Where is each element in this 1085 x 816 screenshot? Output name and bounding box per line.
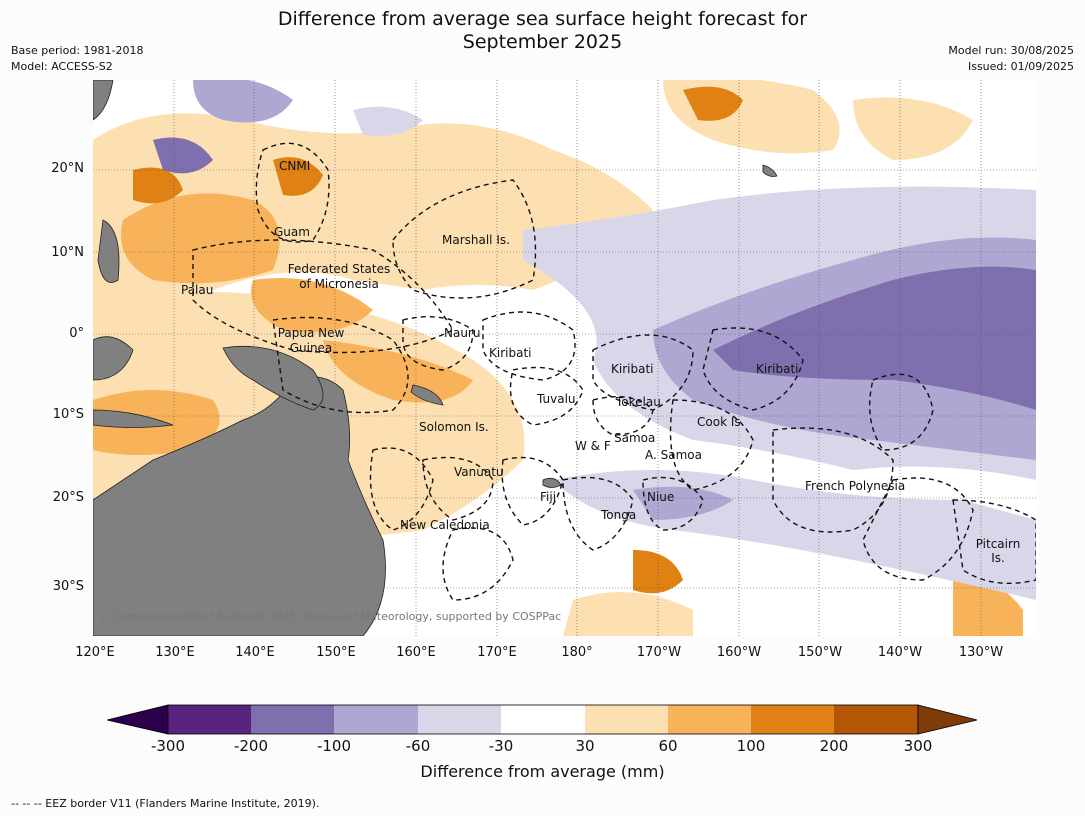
lon-label-150e: 150°E (316, 645, 356, 660)
colorbar-tick-100: 100 (736, 737, 766, 755)
colorbar-tick-m60: -60 (405, 737, 431, 755)
colorbar-bin-6 (585, 705, 668, 734)
eez-borders (192, 142, 1036, 601)
map-title-line2: September 2025 (462, 31, 623, 53)
lat-label-10n: 10°N (51, 245, 84, 260)
model-label: Model: ACCESS-S2 (11, 60, 113, 73)
label-png-line2: Guinea (289, 341, 333, 355)
colorbar-bin-9 (834, 705, 918, 734)
colorbar-tick-m200: -200 (233, 737, 269, 755)
label-guam: Guam (274, 225, 310, 239)
label-cook-islands: Cook Is. (697, 415, 745, 429)
colorbar-over-arrow (917, 704, 978, 735)
colorbar-tick-300: 300 (903, 737, 933, 755)
colorbar-bin-3 (334, 705, 418, 734)
label-tonga: Tonga (601, 508, 637, 522)
lat-label-10s: 10°S (52, 407, 84, 422)
map-graphics (93, 80, 1036, 636)
lon-label-160w: 160°W (716, 645, 762, 660)
lon-label-130w: 130°W (958, 645, 1004, 660)
australia-landmass (93, 376, 386, 636)
lon-label-130e: 130°E (155, 645, 195, 660)
colorbar-title: Difference from average (mm) (420, 762, 665, 781)
indonesia-landmass (93, 409, 174, 428)
colorbar-bin-1 (168, 705, 251, 734)
label-niue: Niue (647, 490, 675, 504)
label-french-polynesia: French Polynesia (805, 479, 906, 493)
colorbar-bin-7 (668, 705, 751, 734)
colorbar (107, 704, 978, 735)
asia-landmass (93, 80, 114, 121)
label-kiribati-phoenix: Kiribati (611, 362, 654, 376)
label-fsm-line1: Federated States (287, 262, 391, 276)
negative-anomaly-fields (153, 80, 1036, 600)
colorbar-bin-8 (751, 705, 834, 734)
colorbar-tick-60: 60 (658, 737, 678, 755)
graticule (93, 80, 1036, 636)
colorbar-bin-4 (418, 705, 501, 734)
label-marshall-islands: Marshall Is. (442, 233, 510, 247)
label-kiribati-gilbert: Kiribati (489, 346, 532, 360)
hawaii-landmass (762, 164, 778, 177)
label-cnmi: CNMI (279, 159, 311, 173)
issued-label: Issued: 01/09/2025 (967, 60, 1074, 73)
label-kiribati-line: Kiribati (756, 362, 799, 376)
label-vanuatu: Vanuatu (454, 465, 504, 479)
colorbar-bin-5 (501, 705, 585, 734)
lon-label-140e: 140°E (235, 645, 275, 660)
label-wallis-futuna: W & F (575, 439, 611, 453)
model-run-label: Model run: 30/08/2025 (948, 44, 1074, 57)
colorbar-tick-200: 200 (819, 737, 849, 755)
lat-label-20n: 20°N (51, 161, 84, 176)
copyright-notice: © Commonwealth of Australia 2025, Bureau… (98, 610, 562, 623)
label-palau: Palau (181, 283, 214, 297)
label-nauru: Nauru (444, 326, 481, 340)
colorbar-tick-m300: -300 (150, 737, 186, 755)
lon-label-180: 180° (561, 645, 593, 660)
map-title-line1: Difference from average sea surface heig… (277, 8, 808, 30)
lat-label-20s: 20°S (52, 490, 84, 505)
base-period-label: Base period: 1981-2018 (11, 44, 144, 57)
colorbar-tick-m30: -30 (488, 737, 514, 755)
label-fiji: Fiji (540, 490, 557, 504)
borneo-landmass (93, 336, 134, 381)
label-pitcairn-line2: Is. (991, 551, 1005, 565)
solomon-islands-landmass (410, 384, 444, 406)
colorbar-under-arrow (107, 704, 169, 735)
philippines-landmass (97, 219, 120, 283)
eez-source-note: -- -- -- EEZ border V11 (Flanders Marine… (11, 797, 320, 810)
label-tokelau: Tokelau (616, 395, 661, 409)
lon-label-120e: 120°E (75, 645, 115, 660)
lon-label-160e: 160°E (396, 645, 436, 660)
colorbar-bin-2 (251, 705, 334, 734)
colorbar-tick-m100: -100 (316, 737, 352, 755)
lon-label-170w: 170°W (636, 645, 682, 660)
lon-label-150w: 150°W (797, 645, 843, 660)
new-guinea-landmass (222, 345, 324, 411)
label-fsm-line2: of Micronesia (299, 277, 379, 291)
sea-surface-height-map: © Commonwealth of Australia 2025, Bureau… (93, 80, 1036, 636)
label-solomon-islands: Solomon Is. (419, 420, 489, 434)
lon-label-170e: 170°E (477, 645, 517, 660)
lon-label-140w: 140°W (877, 645, 923, 660)
label-pitcairn-line1: Pitcairn (975, 537, 1021, 551)
colorbar-tick-30: 30 (575, 737, 595, 755)
label-american-samoa: A. Samoa (645, 448, 702, 462)
label-png-line1: Papua New (277, 326, 345, 340)
lat-label-0: 0° (69, 326, 84, 341)
label-samoa: Samoa (614, 431, 656, 445)
label-new-caledonia: New Caledonia (400, 518, 490, 532)
label-tuvalu: Tuvalu (537, 392, 576, 406)
lat-label-30s: 30°S (52, 579, 84, 594)
land-masses (93, 80, 778, 636)
